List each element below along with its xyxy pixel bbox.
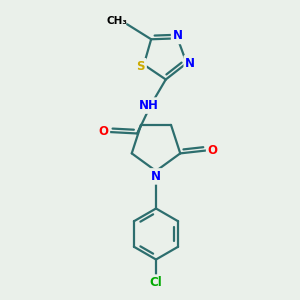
Text: N: N [172, 29, 183, 42]
Text: S: S [136, 60, 145, 73]
Text: O: O [208, 144, 218, 157]
Text: N: N [151, 170, 161, 183]
Text: NH: NH [139, 99, 159, 112]
Text: CH₃: CH₃ [106, 16, 127, 26]
Text: N: N [185, 57, 195, 70]
Text: O: O [98, 125, 108, 139]
Text: Cl: Cl [150, 276, 162, 289]
